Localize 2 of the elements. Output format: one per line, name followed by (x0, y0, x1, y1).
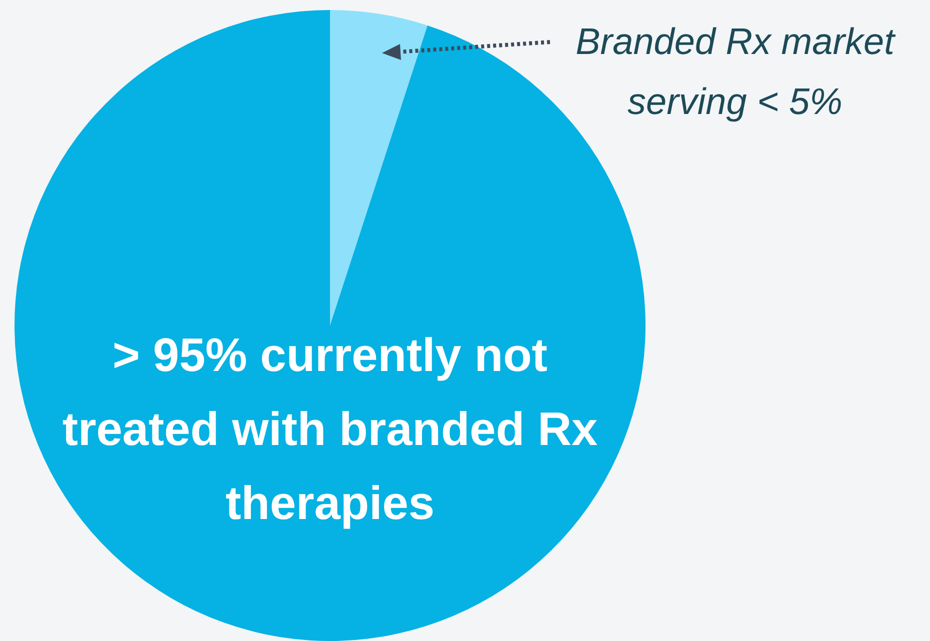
slice-label: Branded Rx market serving < 5% (574, 20, 897, 124)
slice-label: > 95% currently not treated with branded Rx therapies (61, 327, 599, 531)
